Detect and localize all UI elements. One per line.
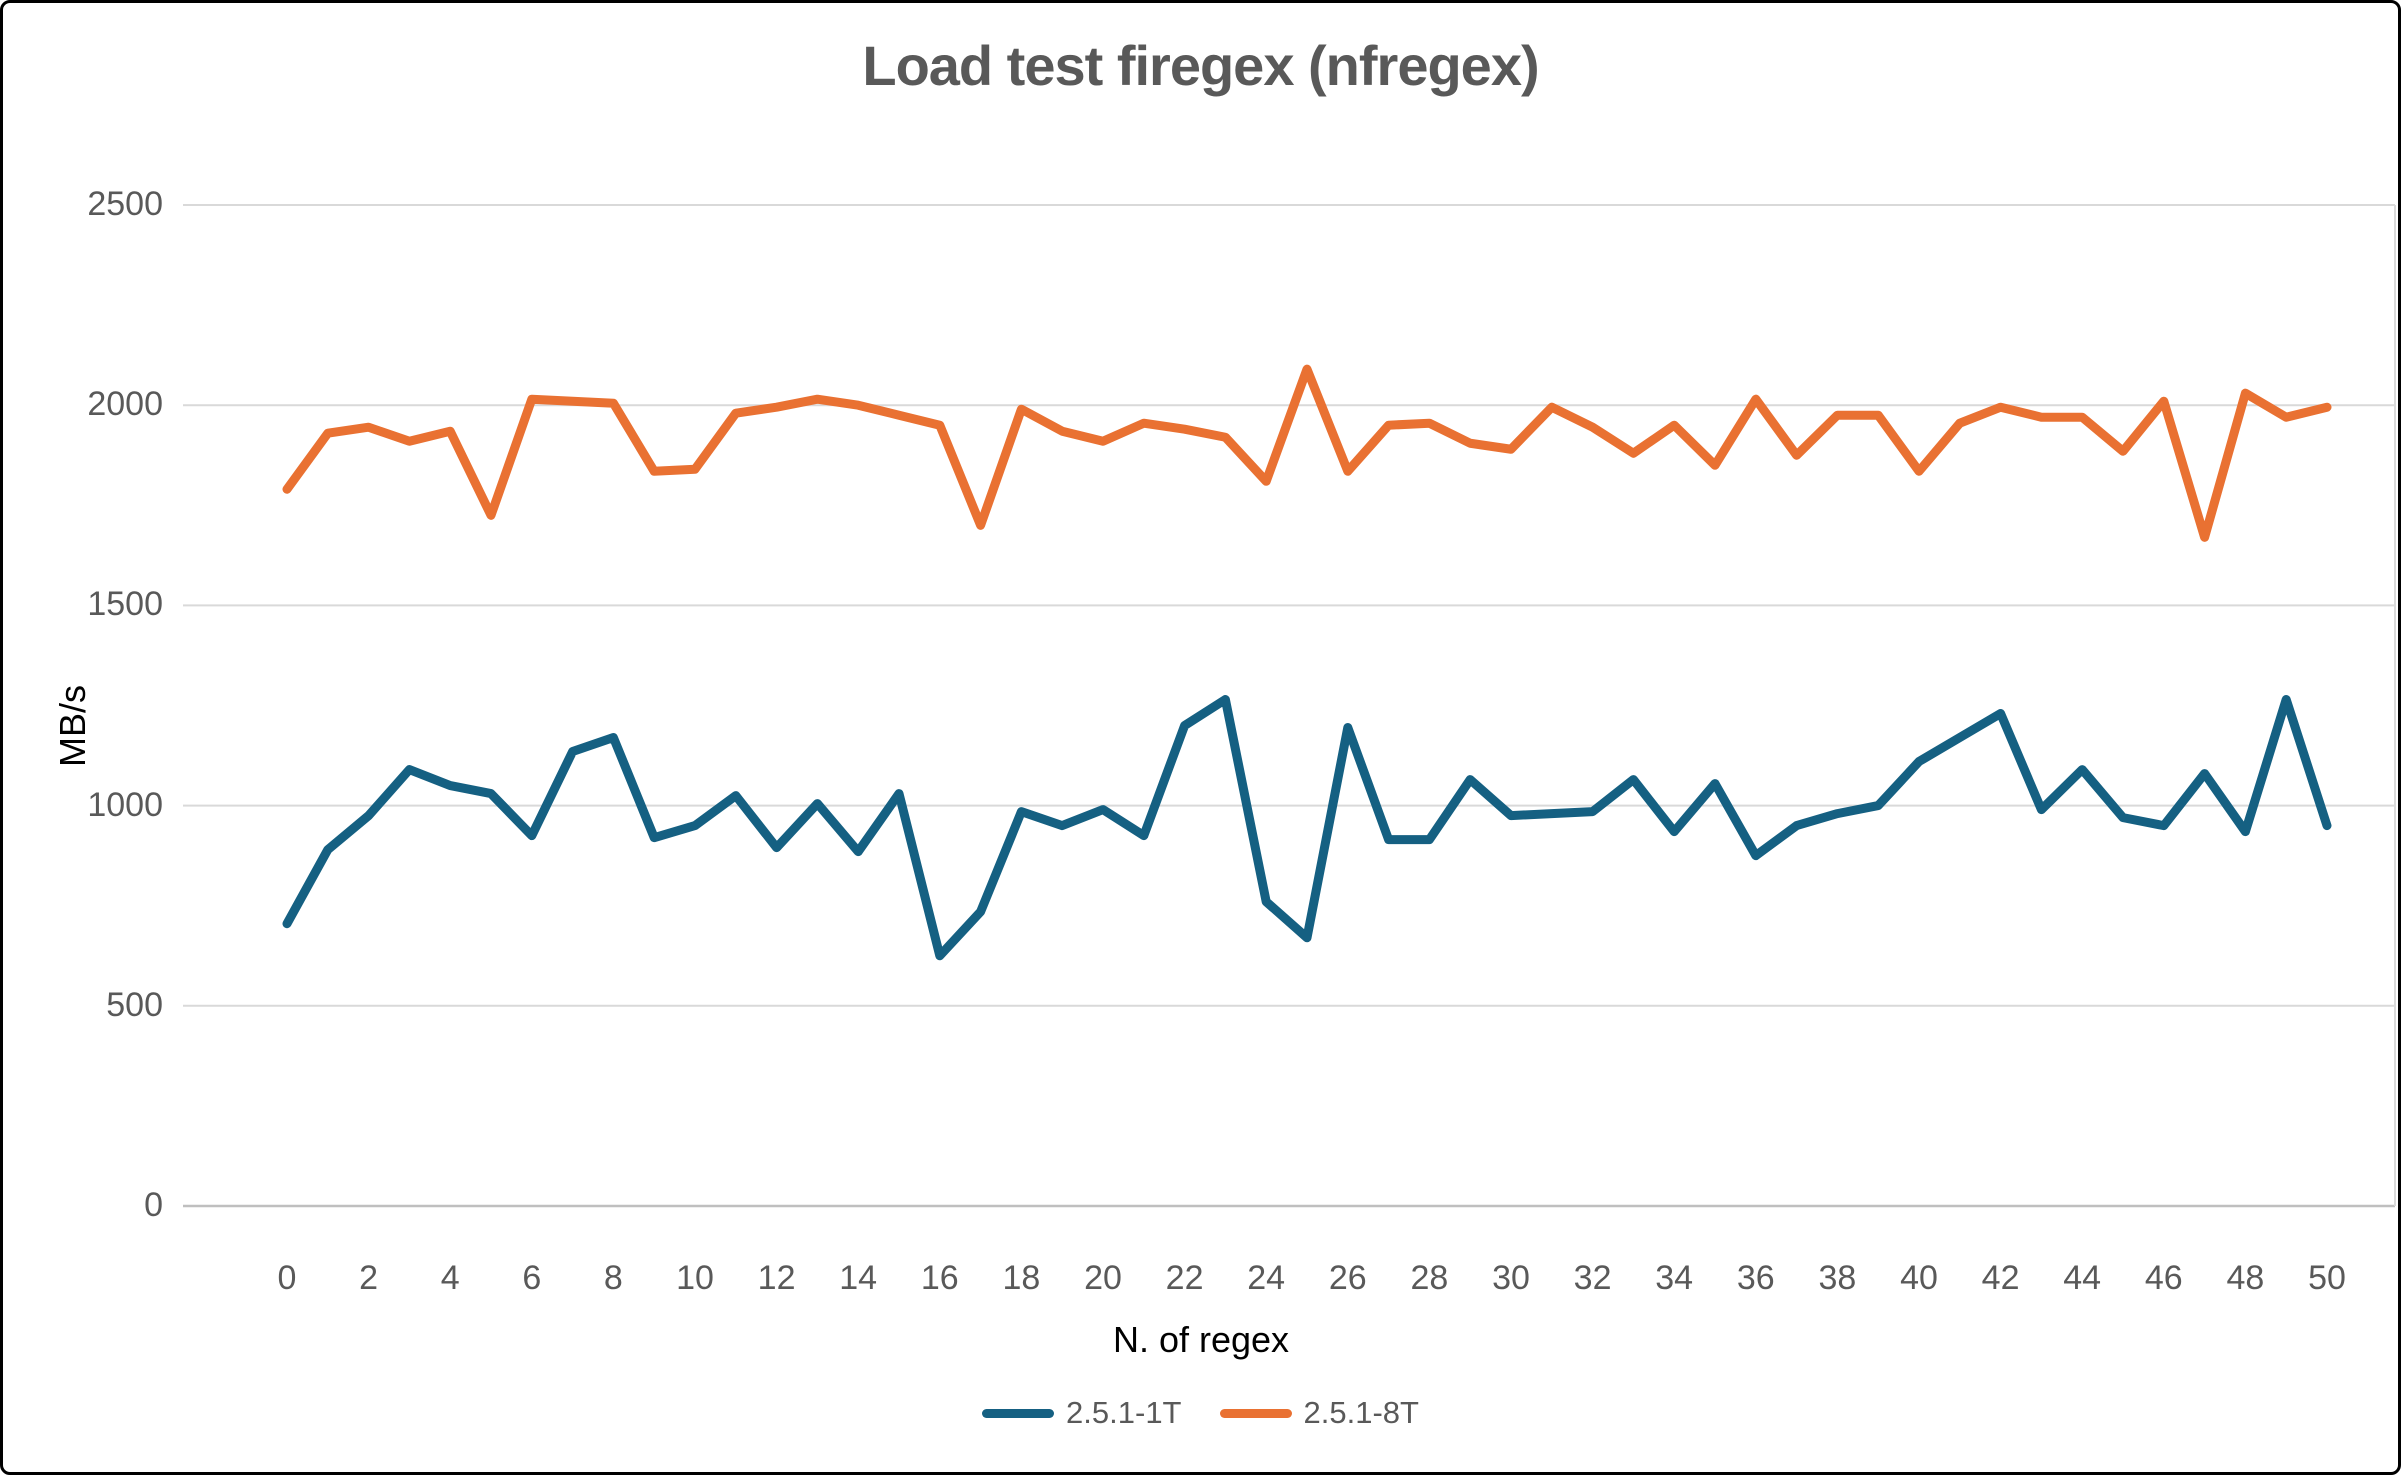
x-tick-label-14: 14 (839, 1259, 878, 1297)
legend-label-1t: 2.5.1-1T (1066, 1395, 1182, 1430)
legend-label-8t: 2.5.1-8T (1303, 1395, 1419, 1430)
y-axis-title: MB/s (52, 685, 93, 768)
legend-entry-8t: 2.5.1-8T (1219, 1395, 1419, 1431)
x-tick-label-38: 38 (1818, 1259, 1857, 1297)
y-tick-label-500: 500 (106, 985, 163, 1024)
x-tick-label-50: 50 (2308, 1259, 2346, 1297)
x-tick-label-42: 42 (1981, 1259, 2020, 1297)
x-tick-label-40: 40 (1900, 1259, 1938, 1297)
x-tick-label-34: 34 (1655, 1259, 1694, 1297)
x-axis-title: N. of regex (1112, 1319, 1290, 1360)
plot-area (183, 204, 2396, 1208)
x-tick-label-44: 44 (2063, 1259, 2102, 1297)
y-tick-label-2000: 2000 (87, 385, 163, 424)
y-tick-label-2500: 2500 (87, 185, 163, 223)
x-tick-label-20: 20 (1084, 1259, 1122, 1297)
x-tick-label-26: 26 (1328, 1259, 1367, 1297)
x-tick-label-18: 18 (1002, 1259, 1041, 1297)
x-tick-label-0: 0 (277, 1259, 297, 1297)
x-tick-label-22: 22 (1165, 1259, 1204, 1297)
x-tick-label-16: 16 (920, 1259, 959, 1297)
chart-title: Load test firegex (nfregex) (862, 34, 1539, 97)
series-line-2.5.1-1T (282, 694, 2332, 961)
x-tick-label-48: 48 (2226, 1259, 2265, 1297)
y-tick-label-1500: 1500 (87, 585, 163, 624)
legend-swatch-8t (1219, 1408, 1292, 1418)
x-tick-label-28: 28 (1410, 1259, 1449, 1297)
series-line-2.5.1-8T (282, 364, 2332, 542)
x-tick-label-30: 30 (1492, 1259, 1530, 1297)
x-tick-label-10: 10 (676, 1259, 714, 1297)
legend: 2.5.1-1T 2.5.1-8T (3, 1395, 2398, 1431)
x-tick-label-24: 24 (1247, 1259, 1286, 1297)
legend-entry-1t: 2.5.1-1T (982, 1395, 1182, 1431)
x-tick-label-32: 32 (1573, 1259, 1612, 1297)
x-tick-label-4: 4 (440, 1259, 460, 1297)
series-lines (282, 364, 2332, 961)
legend-swatch-1t (982, 1408, 1055, 1418)
y-tick-label-1000: 1000 (87, 785, 163, 824)
x-tick-label-6: 6 (522, 1259, 542, 1297)
x-tick-label-12: 12 (757, 1259, 796, 1297)
x-tick-label-2: 2 (359, 1259, 379, 1297)
y-tick-label-0: 0 (144, 1186, 163, 1224)
gridlines (183, 204, 2396, 1208)
x-tick-label-8: 8 (603, 1259, 623, 1297)
x-tick-label-36: 36 (1736, 1259, 1775, 1297)
x-tick-label-46: 46 (2144, 1259, 2183, 1297)
